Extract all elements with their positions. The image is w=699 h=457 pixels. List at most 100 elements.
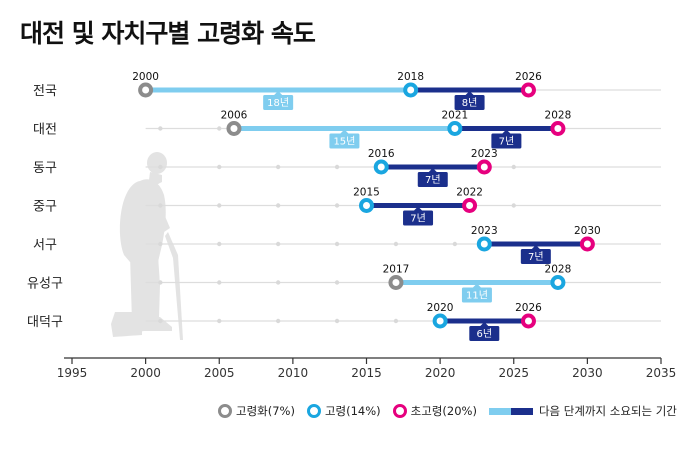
super-aged-year-label: 2022 (456, 187, 483, 199)
aged-year-label: 2018 (397, 71, 424, 83)
legend: 고령화(7%) 고령(14%) 초고령(20%) 다음 단계까지 소요되는 기간 (218, 402, 689, 420)
aged-year-label: 2015 (353, 187, 380, 199)
aging-point (138, 82, 154, 98)
x-tick-label: 2025 (498, 366, 529, 380)
grid-dot (217, 126, 222, 131)
grid-dot (158, 280, 163, 285)
super-aged-point (476, 159, 492, 175)
super-aged-year-label: 2026 (515, 71, 542, 83)
duration-box (403, 210, 434, 226)
gray-dot-icon (218, 404, 232, 418)
aging-point (226, 121, 242, 136)
duration-box (329, 133, 360, 149)
x-tick-label: 2035 (646, 366, 677, 380)
duration-box-pointer (274, 91, 283, 95)
x-tick-label: 2020 (425, 366, 456, 380)
grid-dot (275, 203, 281, 208)
super-aged-point (520, 313, 536, 329)
duration-box-pointer (502, 129, 511, 134)
x-tick-label: 2030 (572, 366, 603, 380)
aged-point (476, 236, 492, 252)
grid-dot (334, 203, 340, 208)
duration-box-pointer (340, 129, 349, 134)
grid-dot (452, 241, 458, 247)
super-aged-year-label: 2023 (471, 148, 498, 160)
aging-point (388, 275, 404, 290)
super-aged-point (520, 82, 536, 98)
aged-point (359, 198, 374, 213)
duration-box (454, 95, 485, 110)
super-aged-year-label: 2026 (515, 302, 542, 314)
grid-dot (393, 318, 399, 324)
x-tick-label: 1995 (57, 366, 88, 380)
aged-year-label: 2016 (368, 148, 395, 160)
legend-label-aged: 고령(14%) (324, 404, 381, 418)
grid-dot (275, 241, 281, 247)
aged-year-label: 2023 (471, 225, 498, 237)
duration-box-pointer (472, 283, 481, 288)
duration-label: 7년 (410, 213, 426, 225)
duration-label: 11년 (466, 290, 488, 302)
duration-box-pointer (465, 91, 474, 95)
legend-item-aged: 고령(14%) (306, 403, 381, 419)
timeline-chart: 1995 2000 2005 2010 2015 2020 2025 2030 2035 전국 2… (27, 71, 677, 380)
grid-dot (334, 280, 340, 285)
duration-box-pointer (531, 245, 540, 249)
legend-label-duration: 다음 단계까지 소요되는 기간 (538, 404, 677, 418)
grid-dot (158, 126, 163, 131)
legend-item-aging: 고령화(7%) (218, 403, 295, 419)
grid-dot (511, 164, 516, 170)
magenta-dot-icon (392, 404, 407, 418)
duration-box (461, 287, 492, 303)
grid-dot (275, 280, 281, 285)
aged-year-label: 2028 (545, 264, 572, 276)
aged-point (447, 121, 463, 136)
grid-dot (158, 164, 163, 170)
region-label: 중구 (33, 200, 57, 215)
duration-label: 7년 (499, 136, 515, 148)
aged-point (432, 313, 448, 329)
x-tick-label: 2000 (130, 366, 161, 380)
duration-box (491, 133, 522, 149)
aged-year-label: 2021 (441, 110, 468, 122)
aging-year-label: 2000 (132, 71, 159, 83)
elderly-silhouette-icon (111, 152, 183, 340)
grid-dot (275, 164, 281, 170)
aged-point (550, 275, 566, 290)
duration-box (417, 172, 448, 187)
x-tick-label: 2015 (351, 366, 382, 380)
x-axis: 1995 2000 2005 2010 2015 2020 2025 2030 2035 (57, 357, 677, 380)
duration-label: 7년 (528, 251, 544, 263)
aged-year-label: 2020 (427, 302, 454, 314)
grid-dot (158, 318, 163, 324)
region-label: 대전 (33, 123, 57, 138)
super-aged-year-label: 2028 (545, 110, 572, 122)
duration-label: 15년 (333, 136, 355, 148)
legend-item-super-aged: 초고령(20%) (392, 403, 477, 419)
region-label: 전국 (33, 84, 57, 99)
grid-dot (217, 164, 222, 170)
x-tick-label: 2010 (278, 366, 309, 380)
region-label: 동구 (33, 161, 57, 176)
super-aged-year-label: 2030 (574, 225, 601, 237)
super-aged-point (579, 236, 595, 252)
super-aged-point (550, 121, 566, 136)
legend-label-super-aged: 초고령(20%) (410, 404, 477, 418)
grid-dot (217, 241, 222, 247)
grid-dot (334, 164, 340, 170)
aging-year-label: 2017 (383, 264, 410, 276)
duration-box-pointer (428, 168, 437, 172)
grid-dot (275, 318, 281, 324)
super-aged-point (462, 198, 478, 213)
duration-box (263, 95, 294, 110)
duration-box-pointer (414, 206, 423, 211)
grid-dot (334, 318, 340, 324)
region-label: 유성구 (27, 277, 63, 292)
grid-dot (158, 241, 163, 247)
x-tick-label: 2005 (204, 366, 235, 380)
grid-dot (334, 241, 340, 247)
grid-dot (511, 203, 516, 208)
aging-year-label: 2006 (221, 110, 248, 122)
aged-point (403, 82, 419, 98)
